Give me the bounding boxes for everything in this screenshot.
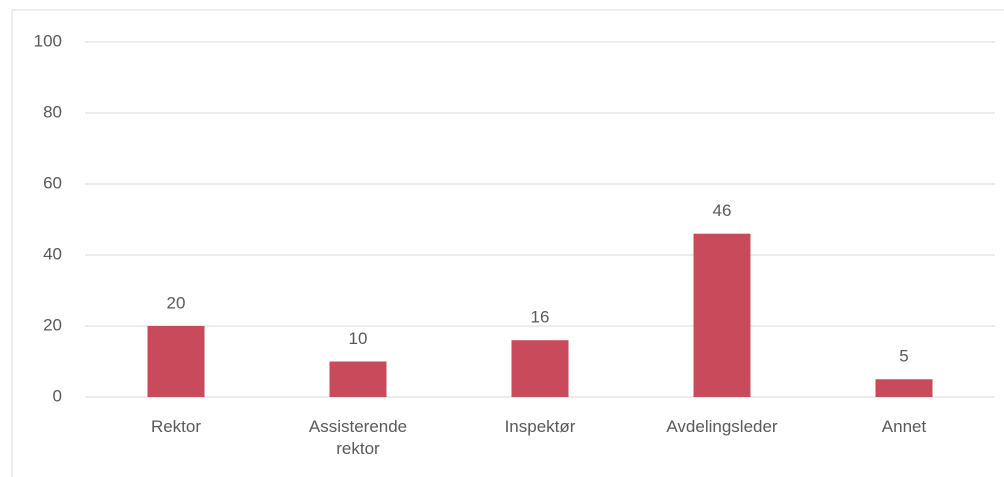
y-tick-label: 40 bbox=[43, 244, 62, 263]
y-tick-label: 80 bbox=[43, 102, 62, 121]
x-tick-label: Annet bbox=[881, 417, 927, 436]
data-label: 20 bbox=[167, 293, 186, 312]
y-tick-label: 100 bbox=[34, 31, 62, 50]
y-tick-label: 0 bbox=[53, 386, 62, 405]
data-label: 46 bbox=[713, 201, 732, 220]
y-tick-label: 60 bbox=[43, 173, 62, 192]
bar bbox=[329, 361, 387, 397]
x-tick-label: Assisterende rektor bbox=[308, 417, 408, 458]
y-tick-label: 20 bbox=[43, 315, 62, 334]
bar bbox=[693, 233, 751, 397]
bar bbox=[875, 379, 933, 397]
data-label: 10 bbox=[349, 329, 368, 348]
x-tick-label: Inspektør bbox=[504, 417, 576, 436]
bar bbox=[511, 340, 569, 397]
bar bbox=[147, 326, 205, 397]
data-label: 16 bbox=[531, 308, 550, 327]
data-label: 5 bbox=[899, 347, 908, 366]
x-tick-label: Avdelingsleder bbox=[666, 417, 778, 436]
x-tick-label: Rektor bbox=[150, 417, 202, 436]
